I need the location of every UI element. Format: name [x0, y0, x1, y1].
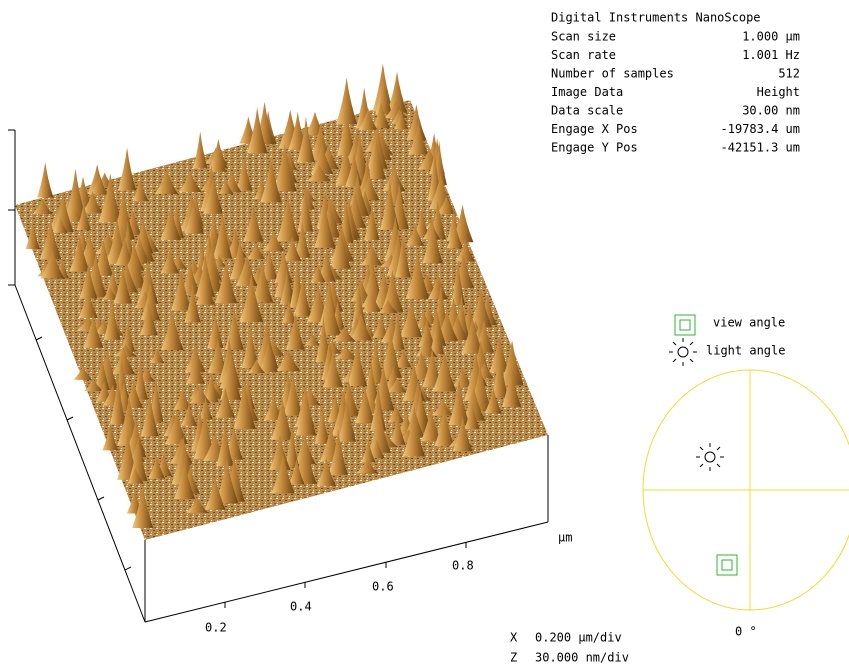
x-tick-label: 0.4	[290, 600, 312, 614]
legend-label: light angle	[706, 344, 785, 358]
x-tick-label: 0.2	[205, 621, 227, 635]
angle-value: 0 °	[735, 625, 757, 639]
info-value: -19783.4 um	[721, 122, 800, 136]
info-value: 512	[778, 67, 800, 81]
info-label: Engage X Pos	[551, 122, 638, 136]
info-title: Digital Instruments NanoScope	[551, 11, 761, 25]
x-tick-label: 0.6	[372, 580, 394, 594]
scale-axis: Z	[510, 651, 517, 665]
peak	[193, 131, 208, 168]
view-angle-icon	[675, 315, 695, 335]
scale-axis: X	[510, 631, 518, 645]
info-table: Scan size 1.000 µm Scan rate 1.001 Hz Number…	[551, 30, 800, 155]
info-label: Data scale	[551, 104, 623, 118]
peak	[37, 162, 53, 197]
info-label: Scan rate	[551, 48, 616, 62]
angle-dial	[643, 370, 849, 610]
info-label: Scan size	[551, 30, 616, 44]
light-angle-icon	[669, 338, 697, 366]
info-value: 1.001 Hz	[742, 48, 800, 62]
axis-unit: µm	[558, 531, 572, 545]
info-value: 30.00 nm	[742, 104, 800, 118]
info-value: Height	[757, 85, 800, 99]
info-value: 1.000 µm	[742, 30, 800, 44]
info-label: Image Data	[551, 85, 623, 99]
info-label: Number of samples	[551, 67, 674, 81]
x-tick-label: 0.8	[452, 559, 474, 573]
scale-value: 30.000 nm/div	[535, 651, 629, 665]
peak	[118, 147, 136, 190]
info-value: -42151.3 um	[721, 141, 800, 155]
info-label: Engage Y Pos	[551, 141, 638, 155]
legend-label: view angle	[713, 316, 785, 330]
afm-view: 0.2 0.4 0.6 0.8 µm Digital Instruments N…	[0, 0, 849, 669]
scale-value: 0.200 µm/div	[535, 631, 622, 645]
